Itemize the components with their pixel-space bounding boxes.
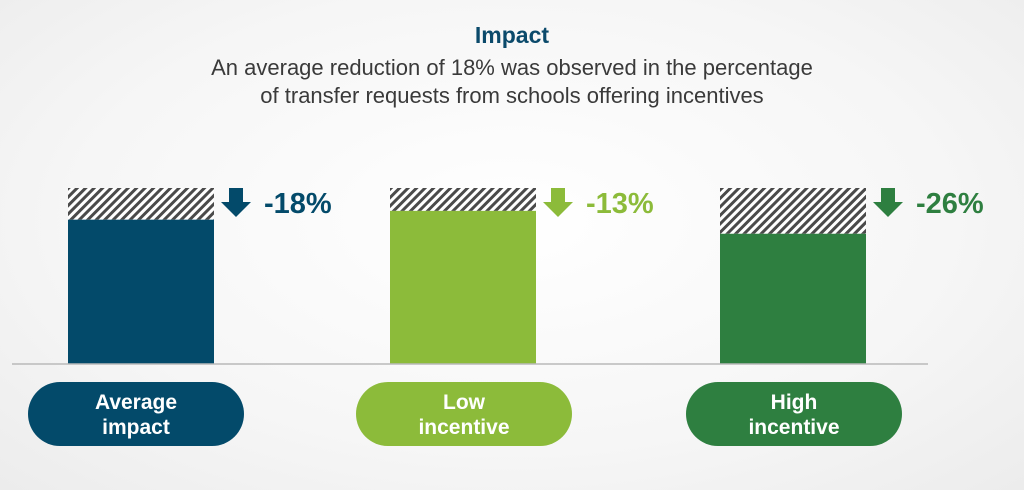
subtitle-line-2: of transfer requests from schools offeri…	[260, 83, 764, 108]
bar-high-incentive	[720, 233, 866, 364]
change-label-low-incentive: -13%	[586, 188, 654, 220]
hatch-low-incentive	[390, 188, 536, 211]
down-arrow-icon	[873, 188, 903, 217]
category-label-low-incentive: Low	[443, 391, 486, 414]
category-pill-high-incentive	[686, 382, 902, 446]
subtitle-line-1: An average reduction of 18% was observed…	[211, 55, 813, 80]
hatch-high-incentive	[720, 188, 866, 234]
category-pill-low-incentive	[356, 382, 572, 446]
category-label-low-incentive: incentive	[418, 416, 509, 439]
category-label-average-impact: impact	[102, 416, 170, 439]
category-pill-average-impact	[28, 382, 244, 446]
change-label-high-incentive: -26%	[916, 188, 984, 220]
change-label-average-impact: -18%	[264, 188, 332, 220]
down-arrow-icon	[543, 188, 573, 217]
category-label-high-incentive: High	[771, 391, 818, 414]
bar-low-incentive	[390, 210, 536, 364]
category-label-high-incentive: incentive	[748, 416, 839, 439]
bar-average-impact	[68, 219, 214, 364]
category-label-average-impact: Average	[95, 391, 177, 414]
down-arrow-icon	[221, 188, 251, 217]
chart-subtitle: An average reduction of 18% was observed…	[0, 54, 1024, 110]
chart-title: Impact	[474, 22, 550, 48]
hatch-average-impact	[68, 188, 214, 220]
